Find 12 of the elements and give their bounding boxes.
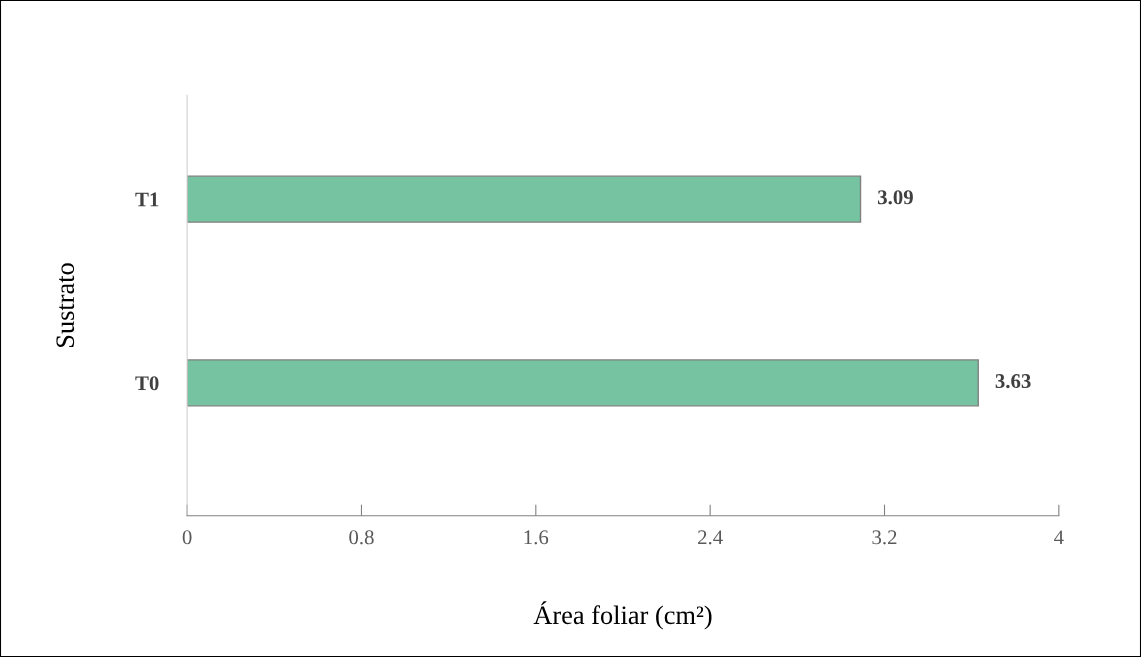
x-tick-label: 3.2 <box>872 530 897 545</box>
y-axis-title: Sustrato <box>56 263 75 347</box>
y-tick-label: T1 <box>135 192 159 207</box>
x-tick-label: 4 <box>1054 530 1064 545</box>
x-tick-label: 0 <box>182 530 192 545</box>
y-tick-label: T0 <box>135 376 159 391</box>
x-tick-label: 1.6 <box>524 530 549 545</box>
x-axis-title: Área foliar (cm²) <box>533 601 712 630</box>
data-label: 3.09 <box>877 190 913 205</box>
data-label: 3.63 <box>995 374 1031 389</box>
x-tick-label: 0.8 <box>349 530 374 545</box>
x-tick-label: 2.4 <box>698 530 723 545</box>
